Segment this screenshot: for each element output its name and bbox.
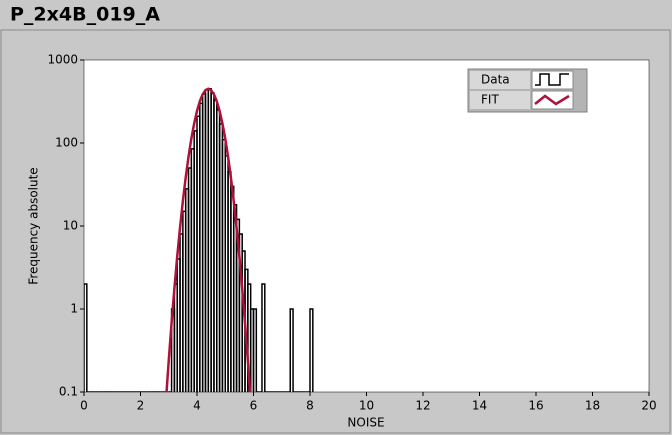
x-tick-label: 14	[472, 399, 487, 413]
y-tick-label: 1	[70, 302, 78, 316]
legend-swatch	[531, 70, 574, 90]
x-tick-label: 18	[585, 399, 600, 413]
legend-label: Data	[481, 73, 510, 87]
plot	[84, 87, 314, 392]
x-axis-label: NOISE	[347, 416, 384, 430]
plot-area	[83, 59, 650, 393]
x-tick-label: 16	[528, 399, 543, 413]
histogram-bin	[84, 283, 88, 392]
legend-cell	[470, 91, 530, 109]
x-tick-label: 8	[306, 399, 314, 413]
y-axis-label: Frequency absolute	[27, 167, 41, 284]
x-tick-label: 6	[250, 399, 258, 413]
x-tick-label: 2	[137, 399, 145, 413]
x-tick-label: 4	[193, 399, 201, 413]
histogram-bin	[261, 283, 266, 392]
legend-icon	[535, 73, 569, 86]
legend-icon	[534, 94, 570, 106]
legend-label: FIT	[481, 93, 499, 107]
legend: Data FIT	[467, 68, 588, 113]
fit-line	[165, 87, 252, 392]
x-tick-label: 12	[415, 399, 430, 413]
y-tick-label: 10	[63, 219, 78, 233]
title-bar	[0, 0, 672, 30]
x-tick-label: 0	[80, 399, 88, 413]
x-tick-label: 10	[359, 399, 374, 413]
y-tick-label: 100	[55, 136, 78, 150]
y-tick-label: 1000	[47, 53, 78, 67]
x-tick-label: 20	[641, 399, 656, 413]
histogram-bin	[289, 308, 294, 392]
y-tick-label: 0.1	[59, 385, 78, 399]
histogram-bin	[309, 308, 314, 392]
legend-cell	[470, 71, 530, 89]
histogram-bin	[252, 308, 258, 392]
chart-title: P_2x4B_019_A	[10, 4, 160, 26]
